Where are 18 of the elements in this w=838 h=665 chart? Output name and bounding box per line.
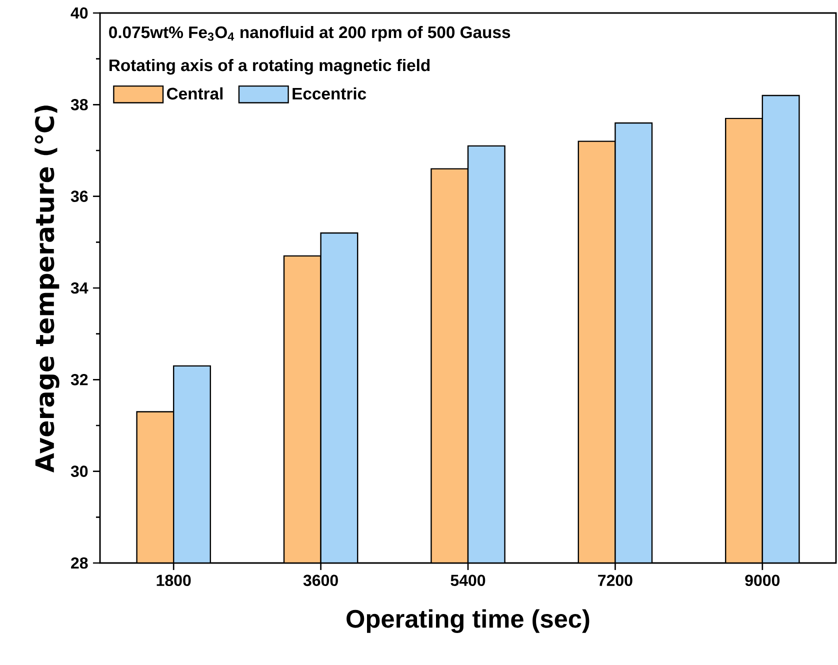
x-axis-title: Operating time (sec) bbox=[346, 609, 590, 633]
x-tick-label: 9000 bbox=[745, 574, 780, 586]
legend-label: Central bbox=[166, 87, 223, 100]
y-tick-label: 34 bbox=[70, 282, 88, 294]
text: 0.075wt% Fe$_{3}$O$_{4}$ nanofluid at 200 rpm of 500 Gauss bbox=[109, 26, 510, 42]
x-tick-label: 7200 bbox=[598, 574, 632, 586]
y-axis-title: Average temperature (℃) bbox=[34, 106, 60, 472]
legend-title: Rotating axis of a rotating magnetic field bbox=[110, 58, 430, 75]
x-tick-label: 3600 bbox=[303, 574, 338, 586]
y-tick-label: 28 bbox=[71, 557, 88, 569]
x-tick-label: 1800 bbox=[156, 574, 191, 586]
x-tick-label: 5400 bbox=[450, 574, 486, 586]
y-tick-label: 36 bbox=[70, 190, 88, 202]
y-tick-label: 32 bbox=[70, 374, 88, 386]
y-tick-label: 30 bbox=[70, 466, 88, 478]
y-tick-label: 38 bbox=[70, 98, 88, 110]
legend-label: Eccentric bbox=[292, 87, 366, 100]
y-tick-label: 40 bbox=[70, 7, 88, 19]
